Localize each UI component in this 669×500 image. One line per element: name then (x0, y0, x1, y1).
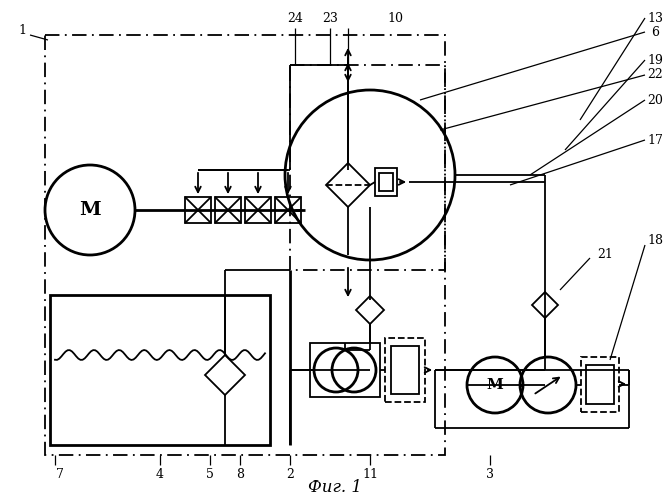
Text: 19: 19 (647, 54, 663, 66)
Text: 5: 5 (206, 468, 214, 481)
Text: 10: 10 (387, 12, 403, 24)
Bar (391, 346, 419, 394)
Text: 3: 3 (486, 468, 494, 481)
Text: 13: 13 (647, 12, 663, 24)
Text: Фиг. 1: Фиг. 1 (308, 480, 362, 496)
Text: 23: 23 (322, 12, 338, 24)
Bar (375, 168, 397, 196)
Bar (385, 338, 425, 402)
Text: 17: 17 (647, 134, 663, 146)
Text: 21: 21 (597, 248, 613, 262)
Text: 22: 22 (647, 68, 663, 82)
Text: 6: 6 (651, 26, 659, 38)
Text: 4: 4 (156, 468, 164, 481)
Text: М: М (486, 378, 504, 392)
Text: 11: 11 (362, 468, 378, 481)
Text: 8: 8 (236, 468, 244, 481)
Bar (310, 343, 380, 397)
Text: 1: 1 (18, 24, 26, 36)
Bar (581, 357, 619, 412)
Text: 20: 20 (647, 94, 663, 106)
Text: 24: 24 (287, 12, 303, 24)
Text: 7: 7 (56, 468, 64, 481)
Bar (379, 173, 393, 191)
Text: 18: 18 (647, 234, 663, 246)
Text: 2: 2 (286, 468, 294, 481)
Bar (215, 197, 241, 223)
Bar (50, 295, 270, 445)
Bar (185, 197, 211, 223)
Bar (586, 365, 614, 404)
Bar (275, 197, 301, 223)
Text: М: М (79, 201, 101, 219)
Bar (245, 197, 271, 223)
